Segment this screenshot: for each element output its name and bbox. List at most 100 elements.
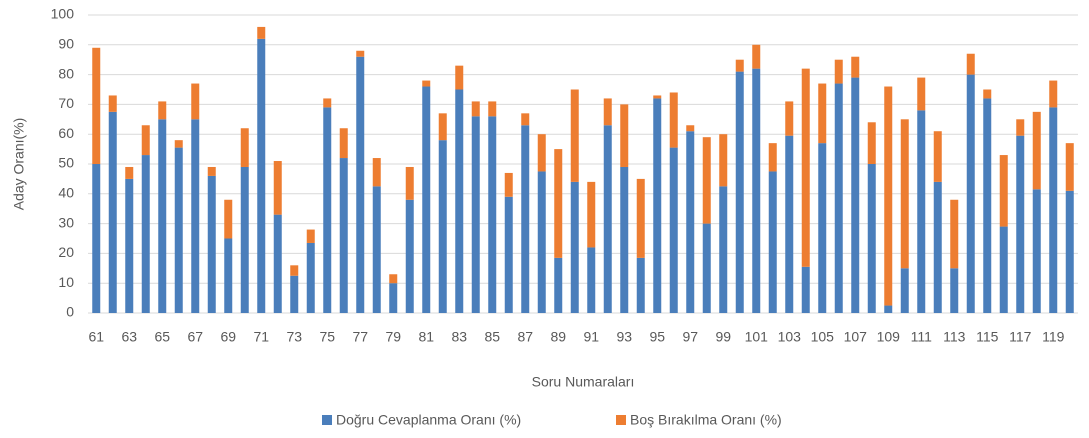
bar-segment (834, 83, 843, 313)
bar-segment (620, 166, 629, 313)
x-tick-label: 107 (844, 329, 868, 345)
bar-segment (1032, 111, 1041, 190)
bar-segment (438, 113, 447, 141)
x-tick-label: 67 (187, 329, 203, 345)
bar-segment (686, 125, 695, 132)
y-tick-label: 90 (58, 36, 74, 52)
bar-segment (537, 171, 546, 313)
y-tick-label: 70 (58, 95, 74, 111)
x-tick-label: 71 (253, 329, 269, 345)
bar-segment (273, 161, 282, 215)
bar-segment (306, 229, 315, 243)
bar-segment (240, 166, 249, 313)
bar-segment (768, 143, 777, 172)
x-tick-label: 83 (451, 329, 467, 345)
bar-segment (108, 95, 117, 112)
bar-segment (851, 77, 860, 313)
bar-segment (455, 65, 464, 90)
y-tick-label: 30 (58, 214, 74, 230)
legend-swatch (616, 415, 626, 425)
bar-segment (587, 247, 596, 313)
bar-segment (1065, 143, 1074, 191)
x-tick-label: 65 (154, 329, 170, 345)
x-tick-label: 97 (682, 329, 698, 345)
bar-segment (735, 71, 744, 314)
bar-segment (174, 140, 183, 148)
bar-segment (356, 56, 365, 313)
bar-segment (389, 274, 398, 284)
bar-segment (339, 128, 348, 159)
bar-segment (1016, 135, 1025, 313)
bar-segment (141, 125, 150, 156)
bar-segment (867, 164, 876, 313)
y-tick-label: 60 (58, 125, 74, 141)
bar-segment (752, 68, 761, 313)
y-tick-label: 100 (51, 6, 75, 22)
y-tick-label: 20 (58, 244, 74, 260)
bar-segment (488, 101, 497, 117)
bar-segment (603, 125, 612, 313)
x-tick-label: 105 (811, 329, 835, 345)
y-axis-title: Aday Oranı(%) (11, 118, 27, 211)
bar-segment (587, 181, 596, 248)
bar-segment (273, 214, 282, 313)
bar-segment (521, 125, 530, 313)
x-tick-label: 115 (976, 329, 999, 345)
bar-segment (917, 110, 926, 313)
legend-label: Doğru Cevaplanma Oranı (%) (336, 412, 521, 428)
bar-segment (471, 101, 480, 117)
y-tick-label: 80 (58, 65, 74, 81)
bar-segment (702, 223, 711, 313)
bar-segment (422, 80, 431, 87)
legend-swatch (322, 415, 332, 425)
bar-segment (570, 89, 579, 182)
bar-segment (125, 178, 134, 313)
bar-segment (603, 98, 612, 126)
bar-segment (1049, 107, 1058, 313)
bar-segment (884, 305, 893, 313)
bar-segment (999, 226, 1008, 313)
x-tick-label: 93 (616, 329, 632, 345)
bar-segment (554, 257, 563, 313)
bar-segment (554, 149, 563, 258)
legend-label: Boş Bırakılma Oranı (%) (630, 412, 782, 428)
bar-segment (504, 172, 513, 197)
x-tick-label: 85 (484, 329, 500, 345)
x-tick-label: 109 (877, 329, 901, 345)
bar-segment (323, 98, 332, 108)
bar-segment (1049, 80, 1058, 108)
bar-segment (191, 83, 200, 120)
bar-segment (207, 166, 216, 176)
bar-segment (191, 119, 200, 313)
bar-segment (702, 137, 711, 224)
bar-segment (372, 158, 381, 187)
x-tick-label: 95 (649, 329, 665, 345)
bar-segment (405, 199, 414, 313)
bar-segment (521, 113, 530, 126)
bar-segment (785, 135, 794, 313)
x-tick-label: 99 (715, 329, 731, 345)
bar-segment (504, 196, 513, 313)
bar-segment (818, 143, 827, 313)
x-tick-label: 61 (88, 329, 104, 345)
bar-segment (636, 257, 645, 313)
bar-segment (389, 283, 398, 313)
bar-segment (735, 59, 744, 72)
x-tick-label: 113 (943, 329, 966, 345)
bar-segment (174, 147, 183, 313)
bar-segment (719, 134, 728, 187)
bar-segment (158, 119, 167, 313)
bar-segment (966, 74, 975, 313)
x-tick-label: 63 (121, 329, 137, 345)
bar-segment (257, 26, 266, 39)
x-tick-label: 87 (517, 329, 533, 345)
bar-segment (92, 47, 101, 164)
bar-segment (834, 59, 843, 84)
y-tick-label: 50 (58, 155, 74, 171)
y-tick-label: 40 (58, 185, 74, 201)
x-tick-label: 69 (220, 329, 236, 345)
bar-segment (471, 116, 480, 313)
bar-segment (620, 104, 629, 167)
x-tick-label: 81 (418, 329, 434, 345)
